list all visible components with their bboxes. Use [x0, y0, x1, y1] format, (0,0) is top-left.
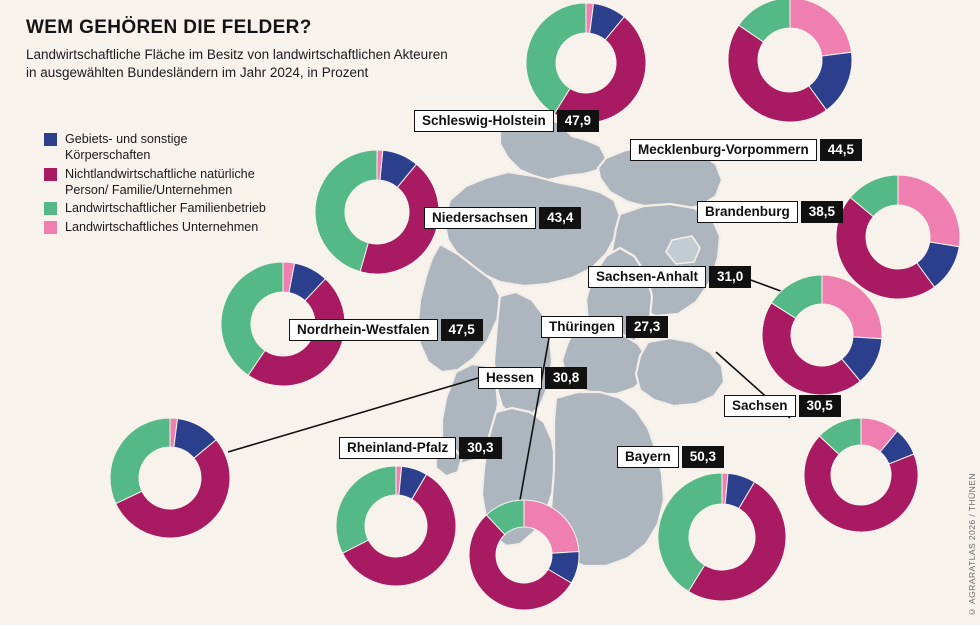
region-value-sachsen: 30,5	[798, 395, 841, 417]
donut-slice-hessen-magenta	[115, 439, 231, 539]
legend-swatch-green	[44, 202, 57, 216]
donut-slice-sachsen-green	[818, 417, 862, 456]
region-label-bayern[interactable]: Bayern 50,3	[617, 446, 725, 468]
region-label-mecklenburg-vorpommern[interactable]: Mecklenburg-Vorpommern 44,5	[630, 139, 863, 161]
legend-item-koerperschaften: Gebiets- und sonstige Körperschaften	[44, 131, 274, 164]
legend-label-2: Landwirtschaftlicher Familienbetrieb	[65, 201, 266, 216]
legend-label-0: Gebiets- und sonstige Körperschaften	[65, 132, 188, 163]
donut-slice-thueringen-magenta	[468, 514, 573, 611]
region-value-mecklenburg-vorpommern: 44,5	[819, 139, 863, 161]
donut-slice-rheinland-pfalz-green	[335, 465, 397, 554]
legend-swatch-magenta	[44, 167, 57, 181]
donut-slice-bayern-magenta	[687, 481, 787, 602]
donut-chart-nordrhein-westfalen	[220, 261, 346, 387]
legend-item-unternehmen: Landwirtschaftliches Unternehmen	[44, 219, 274, 235]
donut-chart-mecklenburg-vorpommern	[727, 0, 853, 123]
donut-chart-hessen	[109, 417, 231, 539]
donut-chart-rheinland-pfalz	[335, 465, 457, 587]
donut-slice-sachsen-magenta	[803, 435, 919, 533]
region-name-sachsen-anhalt: Sachsen-Anhalt	[588, 266, 707, 288]
region-name-schleswig-holstein: Schleswig-Holstein	[414, 110, 554, 132]
donut-slice-mecklenburg-vorpommern-pink	[789, 0, 853, 57]
legend-item-nichtlandwirtschaftlich: Nichtlandwirtschaftliche natürliche Pers…	[44, 166, 274, 199]
donut-chart-schleswig-holstein	[525, 2, 647, 124]
region-name-bayern: Bayern	[617, 446, 679, 468]
donut-chart-bayern	[657, 472, 787, 602]
region-value-schleswig-holstein: 47,9	[556, 110, 600, 132]
donut-slice-brandenburg-pink	[897, 174, 961, 248]
donut-slice-mecklenburg-vorpommern-green	[738, 0, 791, 43]
donut-slice-bayern-green	[657, 472, 723, 593]
donut-slice-niedersachsen-magenta	[359, 163, 440, 275]
region-label-schleswig-holstein[interactable]: Schleswig-Holstein 47,9	[414, 110, 600, 132]
region-label-niedersachsen[interactable]: Niedersachsen 43,4	[424, 207, 582, 229]
page-title: WEM GEHÖREN DIE FELDER?	[26, 17, 312, 38]
donut-slice-sachsen-anhalt-pink	[821, 274, 883, 340]
donut-slice-thueringen-pink	[523, 499, 580, 554]
donut-chart-thueringen	[468, 499, 580, 611]
region-name-thueringen: Thüringen	[541, 316, 623, 338]
legend-swatch-pink	[44, 220, 57, 234]
donut-slice-brandenburg-green	[849, 174, 899, 218]
region-value-bayern: 50,3	[681, 446, 725, 468]
region-label-rheinland-pfalz[interactable]: Rheinland-Pfalz 30,3	[339, 437, 502, 459]
donut-slice-schleswig-holstein-green	[525, 2, 587, 115]
region-name-brandenburg: Brandenburg	[697, 201, 798, 223]
donut-chart-sachsen-anhalt	[761, 274, 883, 396]
donut-slice-nordrhein-westfalen-green	[220, 261, 284, 376]
source-credit: © AGRARATLAS 2026 / THÜNEN	[967, 473, 977, 617]
donut-chart-sachsen	[803, 417, 919, 533]
subtitle-line-1: Landwirtschaftliche Fläche im Besitz von…	[26, 46, 448, 62]
region-name-sachsen: Sachsen	[724, 395, 796, 417]
page-subtitle: Landwirtschaftliche Fläche im Besitz von…	[26, 46, 566, 82]
donut-slice-hessen-green	[109, 417, 171, 505]
subtitle-line-2: in ausgewählten Bundesländern im Jahr 20…	[26, 64, 369, 80]
region-value-nordrhein-westfalen: 47,5	[440, 319, 483, 341]
donut-slice-brandenburg-magenta	[835, 196, 936, 300]
region-name-rheinland-pfalz: Rheinland-Pfalz	[339, 437, 457, 459]
donut-slice-thueringen-green	[485, 499, 525, 536]
region-label-sachsen-anhalt[interactable]: Sachsen-Anhalt 31,0	[588, 266, 752, 288]
region-value-brandenburg: 38,5	[800, 201, 844, 223]
legend: Gebiets- und sonstige Körperschaften Nic…	[44, 131, 274, 237]
donut-slice-rheinland-pfalz-magenta	[341, 473, 457, 587]
donut-chart-brandenburg	[835, 174, 961, 300]
region-value-sachsen-anhalt: 31,0	[709, 266, 752, 288]
region-label-hessen[interactable]: Hessen 30,8	[478, 367, 588, 389]
donut-slice-mecklenburg-vorpommern-magenta	[727, 24, 828, 123]
donut-slice-niedersachsen-green	[314, 149, 378, 273]
donut-slice-sachsen-anhalt-green	[770, 274, 823, 320]
legend-item-familienbetrieb: Landwirtschaftlicher Familienbetrieb	[44, 200, 274, 216]
region-label-brandenburg[interactable]: Brandenburg 38,5	[697, 201, 844, 223]
header-block: WEM GEHÖREN DIE FELDER? Landwirtschaftli…	[26, 17, 586, 82]
region-value-thueringen: 27,3	[626, 316, 669, 338]
legend-swatch-blue	[44, 133, 57, 146]
region-label-sachsen[interactable]: Sachsen 30,5	[724, 395, 841, 417]
region-name-nordrhein-westfalen: Nordrhein-Westfalen	[289, 319, 438, 341]
region-name-niedersachsen: Niedersachsen	[424, 207, 537, 229]
legend-label-1: Nichtlandwirtschaftliche natürliche Pers…	[65, 166, 255, 198]
legend-label-3: Landwirtschaftliches Unternehmen	[65, 219, 259, 234]
region-value-hessen: 30,8	[545, 367, 588, 389]
region-value-rheinland-pfalz: 30,3	[459, 437, 502, 459]
region-name-mecklenburg-vorpommern: Mecklenburg-Vorpommern	[630, 139, 817, 161]
region-name-hessen: Hessen	[478, 367, 543, 389]
region-value-niedersachsen: 43,4	[539, 207, 582, 229]
donut-slice-sachsen-anhalt-magenta	[761, 302, 861, 396]
region-label-thueringen[interactable]: Thüringen 27,3	[541, 316, 669, 338]
region-label-nordrhein-westfalen[interactable]: Nordrhein-Westfalen 47,5	[289, 319, 483, 341]
donut-chart-niedersachsen	[314, 149, 440, 275]
